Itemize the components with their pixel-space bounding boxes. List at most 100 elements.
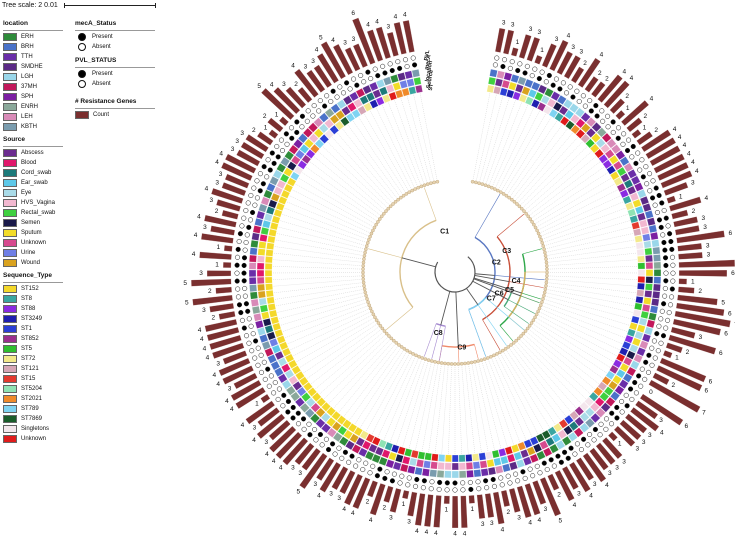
source-ring-cell [423, 460, 431, 469]
meca-status-marker [334, 94, 340, 100]
leaf-node [394, 341, 399, 345]
st-ring-cell [266, 242, 275, 250]
resistance-count-label: 4 [205, 186, 209, 193]
resistance-count-bar [676, 230, 725, 244]
location-ring-cell [250, 298, 260, 307]
meca-status-marker [650, 195, 656, 201]
resistance-count-label: 3 [253, 425, 257, 432]
resistance-count-label: 6 [351, 10, 355, 17]
location-ring-cell [351, 443, 362, 454]
legend-item-label: Absent [92, 44, 111, 50]
leaf-guide-line [489, 102, 522, 184]
clade-branch [474, 193, 501, 238]
resistance-count-label: 1 [516, 39, 520, 46]
pvl-status-marker [665, 223, 671, 229]
location-ring-cell [369, 81, 379, 92]
st-ring-cell [314, 138, 325, 149]
resistance-count-bar [659, 357, 707, 383]
source-ring-cell [564, 109, 575, 120]
source-ring-cell [508, 81, 517, 91]
location-ring-cell [529, 453, 539, 464]
meca-status-marker [245, 308, 251, 314]
source-ring-cell [644, 290, 653, 298]
leaf-node [501, 348, 505, 353]
pvl-status-marker [599, 108, 605, 114]
leaf-node [537, 306, 542, 311]
source-ring-cell [365, 92, 376, 102]
meca-status-marker [241, 278, 247, 284]
location-ring-cell [294, 397, 305, 408]
resistance-count-label: 1 [691, 279, 695, 286]
st-ring-cell [637, 269, 646, 277]
resistance-count-label: 2 [366, 499, 370, 506]
resistance-count-label: 2 [215, 208, 219, 215]
legend-item: KBTH [3, 122, 63, 132]
resistance-count-bar [630, 406, 660, 432]
location-ring-cell [330, 103, 341, 114]
resistance-count-bar [344, 46, 361, 72]
location-ring-cell [653, 254, 661, 262]
meca-status-marker [513, 471, 519, 477]
legend-item: Absent [75, 42, 155, 52]
source-ring-cell [270, 192, 281, 202]
leaf-guide-line [473, 93, 491, 179]
leaf-node [521, 331, 526, 336]
st-ring-cell [303, 381, 313, 392]
resistance-count-bar [673, 216, 699, 228]
leaf-node [368, 306, 373, 311]
leaf-guide-line [273, 259, 361, 266]
location-ring-cell [392, 461, 402, 471]
leaf-guide-line [478, 363, 502, 449]
st-ring-cell [605, 370, 616, 380]
resistance-count-bar [240, 141, 265, 160]
pvl-status-marker [262, 376, 268, 382]
location-ring-cell [601, 132, 612, 143]
st-ring-cell [584, 396, 595, 407]
resistance-count-label: 3 [298, 470, 302, 477]
leaf-guide-line [548, 239, 635, 256]
source-ring-cell [626, 350, 636, 360]
location-ring-cell [614, 385, 625, 396]
location-ring-cell [584, 417, 596, 429]
resistance-count-label: 3 [555, 36, 559, 43]
source-ring-cell [590, 132, 601, 143]
pvl-status-marker [558, 459, 564, 465]
meca-status-marker [610, 129, 616, 135]
color-swatch [3, 179, 17, 187]
location-ring-cell [399, 463, 409, 473]
st-ring-cell [632, 309, 642, 318]
source-ring-cell [641, 303, 651, 313]
leaf-node [446, 362, 451, 366]
leaf-guide-line [512, 347, 567, 417]
st-ring-cell [445, 454, 452, 463]
leaf-node [361, 260, 366, 265]
resistance-count-label: 2 [383, 504, 387, 511]
resistance-count-label: 3 [699, 334, 703, 341]
clade-branch [496, 213, 525, 237]
pvl-status-marker [274, 143, 280, 150]
leaf-guide-line [475, 364, 495, 450]
leaf-guide-line [353, 120, 403, 194]
pvl-status-marker [420, 485, 426, 491]
location-ring-cell [256, 327, 266, 336]
legend-source: Source Abscess Blood Cord_swab Ear_swab Eye HV… [3, 135, 63, 268]
clade-label: C2 [492, 260, 501, 267]
legend-item-label: ENRH [21, 104, 39, 110]
st-ring-cell [619, 189, 629, 199]
leaf-guide-line [274, 246, 361, 259]
leaf-guide-line [343, 347, 398, 417]
resistance-count-bar [256, 131, 274, 146]
leaf-guide-line [482, 362, 508, 447]
leaf-node [387, 334, 391, 338]
meca-status-marker [594, 113, 600, 119]
resistance-count-label: 2 [692, 208, 696, 215]
pvl-status-marker [605, 113, 611, 119]
resistance-count-label: 5 [558, 517, 562, 524]
resistance-count-label: 4 [678, 134, 682, 141]
resistance-count-bar [414, 493, 426, 526]
resistance-count-label: 4 [589, 493, 593, 500]
leaf-guide-line [488, 360, 520, 443]
source-ring-cell [279, 173, 290, 183]
resistance-count-bar [443, 495, 450, 505]
resistance-count-label: 4 [200, 336, 204, 343]
